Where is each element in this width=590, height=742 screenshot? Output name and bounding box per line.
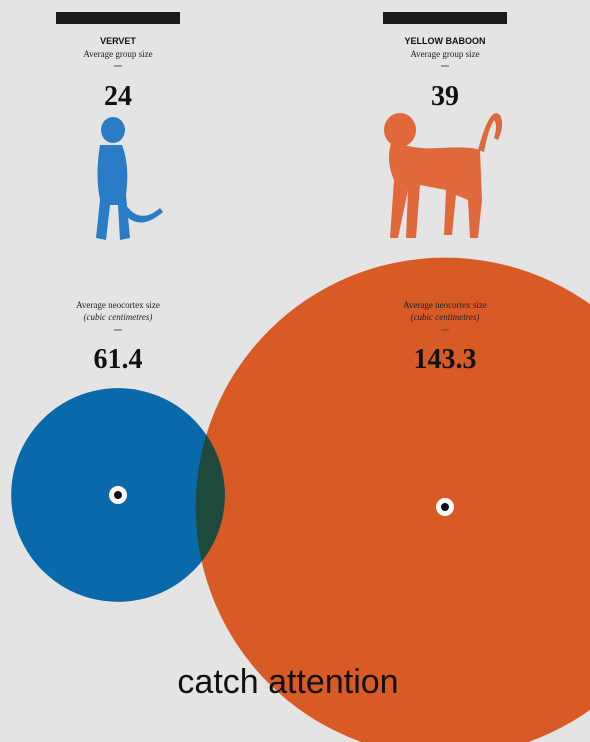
neocortex-unit: (cubic centimetres) [84, 312, 153, 322]
caption: catch attention [177, 663, 398, 701]
neocortex-value: 143.3 [414, 344, 477, 375]
header-bar [383, 12, 507, 24]
center-dot-inner [114, 491, 122, 499]
neocortex-circle [195, 257, 590, 742]
baboon-illustration [384, 113, 503, 238]
neocortex-value: 61.4 [94, 344, 143, 375]
group-size-value: 39 [431, 81, 459, 112]
species-name: YELLOW BABOON [405, 36, 486, 46]
neocortex-label: Average neocortex size [403, 300, 487, 310]
group-size-label: Average group size [410, 49, 479, 59]
group-size-label: Average group size [83, 49, 152, 59]
species-name: VERVET [100, 36, 136, 46]
vervet-illustration [96, 117, 163, 240]
neocortex-label: Average neocortex size [76, 300, 160, 310]
group-size-value: 24 [104, 81, 132, 112]
center-dot-inner [441, 503, 449, 511]
neocortex-unit: (cubic centimetres) [411, 312, 480, 322]
header-bar [56, 12, 180, 24]
